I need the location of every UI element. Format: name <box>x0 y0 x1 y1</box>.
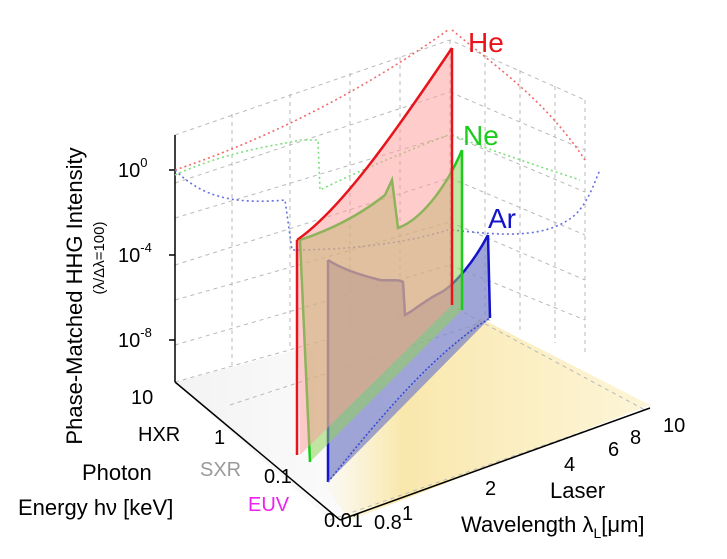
photon-axis-label-line2: Energy hν [keV] <box>18 495 173 520</box>
wavelength-axis-label-line1: Laser <box>550 478 605 503</box>
region-label-sxr: SXR <box>200 459 241 481</box>
y-axis-ticks <box>169 169 175 341</box>
wavelength-tick-2: 2 <box>485 478 496 500</box>
photon-axis-label-line1: Photon <box>82 460 152 485</box>
y-tick-exp: -8 <box>140 325 152 340</box>
wavelength-tick-10: 10 <box>663 415 685 437</box>
series-label-ar: Ar <box>488 203 516 234</box>
y-tick-base: 10 <box>118 245 140 267</box>
y-tick-labels: 100 10-4 10-8 <box>118 155 152 352</box>
y-axis-sublabel-lambda: (λ/Δλ <box>91 260 108 295</box>
wavelength-axis-line <box>339 407 651 521</box>
ne-projection-left <box>174 134 449 192</box>
wavelength-label-units: [μm] <box>601 512 644 537</box>
y-tick-exp: 0 <box>140 155 147 170</box>
he-projection-left <box>174 29 449 171</box>
series-label-ne: Ne <box>463 120 499 151</box>
ne-projection-right <box>451 134 581 181</box>
y-tick-exp: -4 <box>140 240 152 255</box>
wavelength-label-sub: L <box>593 525 601 541</box>
series-label-he: He <box>468 27 504 58</box>
y-axis-sublabel: (λ/Δλ=100) <box>91 222 108 295</box>
region-label-euv: EUV <box>248 494 290 516</box>
y-tick-base: 10 <box>118 330 140 352</box>
projection-curves <box>174 29 601 251</box>
ar-edge-right <box>486 234 492 319</box>
he-projection-right <box>451 29 586 161</box>
wavelength-tick-labels: 0.8 1 2 4 6 8 10 <box>374 415 685 534</box>
wavelength-label-main: Wavelength λ <box>461 512 593 537</box>
photon-tick-labels: 10 1 0.1 0.01 <box>131 387 363 532</box>
y-tick-base: 10 <box>118 160 140 182</box>
y-axis-label: Phase-Matched HHG Intensity <box>62 147 87 444</box>
photon-tick-0.1: 0.1 <box>264 466 292 488</box>
photon-tick-0.01: 0.01 <box>324 510 363 532</box>
wavelength-tick-1: 1 <box>402 503 413 525</box>
wavelength-tick-6: 6 <box>608 439 619 461</box>
y-tick-label: 100 <box>118 155 147 182</box>
he-fill <box>297 48 452 455</box>
he-line <box>296 47 454 242</box>
region-label-hxr: HXR <box>138 424 180 446</box>
ar-projection-right <box>451 169 601 235</box>
photon-tick-1: 1 <box>214 427 225 449</box>
wavelength-tick-8: 8 <box>630 427 641 449</box>
ar-floor-curve <box>327 317 491 483</box>
photon-axis-line <box>174 381 341 521</box>
y-tick-label: 10-4 <box>118 240 152 267</box>
series-he-curtain <box>295 47 454 455</box>
photon-region-labels: HXR SXR EUV <box>138 424 290 516</box>
y-tick-label: 10-8 <box>118 325 152 352</box>
photon-tick-10: 10 <box>131 387 153 409</box>
wavelength-axis-label-line2: Wavelength λL[μm] <box>461 512 645 541</box>
y-axis-sublabel-equals: = <box>91 251 108 260</box>
y-axis-sublabel-value: 100) <box>91 222 108 252</box>
floor-yellow-region <box>320 318 650 520</box>
wavelength-tick-0.8: 0.8 <box>374 512 402 534</box>
wavelength-tick-4: 4 <box>564 454 575 476</box>
